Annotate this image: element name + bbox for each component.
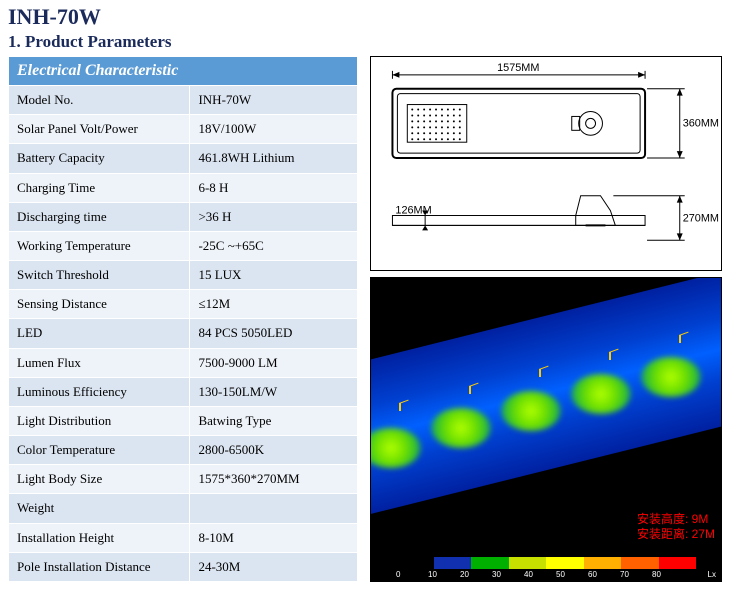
spec-value: 15 LUX [190,261,358,290]
spec-label: Luminous Efficiency [9,377,190,406]
spec-value: 18V/100W [190,115,358,144]
pole-marker-icon [399,403,401,411]
table-row: Sensing Distance≤12M [9,290,358,319]
spec-label: Model No. [9,86,190,115]
spec-value: 7500-9000 LM [190,348,358,377]
lux-tick: 50 [556,570,588,579]
light-blob [501,391,561,431]
lux-segment [509,557,547,569]
spec-value: ≤12M [190,290,358,319]
spec-value: 8-10M [190,523,358,552]
table-row: Discharging time>36 H [9,202,358,231]
spec-table-header: Electrical Characteristic [9,57,358,86]
lux-segment [471,557,509,569]
spec-value: 461.8WH Lithium [190,144,358,173]
mount-bracket-icon [576,196,616,226]
table-row: Luminous Efficiency130-150LM/W [9,377,358,406]
table-row: LED84 PCS 5050LED [9,319,358,348]
dim-length: 1575MM [497,62,539,74]
product-title: INH-70W [8,4,722,30]
spec-value: >36 H [190,202,358,231]
pole-marker-icon [469,386,471,394]
lux-segment [621,557,659,569]
table-row: Charging Time6-8 H [9,173,358,202]
table-row: Solar Panel Volt/Power18V/100W [9,115,358,144]
table-row: Lumen Flux7500-9000 LM [9,348,358,377]
spec-value: 84 PCS 5050LED [190,319,358,348]
light-blob [571,374,631,414]
table-row: Model No.INH-70W [9,86,358,115]
lux-segment [584,557,622,569]
spec-label: Lumen Flux [9,348,190,377]
lux-segment [659,557,697,569]
lux-tick: 60 [588,570,620,579]
spec-label: Pole Installation Distance [9,552,190,581]
dim-depth: 126MM [395,205,431,217]
lux-tick-labels: 01020304050607080Lx [396,570,716,579]
light-blob [431,408,491,448]
spec-value: -25C ~+65C [190,231,358,260]
lux-unit: Lx [684,570,716,579]
table-row: Color Temperature2800-6500K [9,436,358,465]
lux-tick: 40 [524,570,556,579]
photometry-diagram: 安装高度: 9M 安装距离: 27M 01020304050607080Lx [370,277,722,582]
spec-label: Working Temperature [9,231,190,260]
lux-tick: 10 [428,570,460,579]
table-row: Light DistributionBatwing Type [9,406,358,435]
lux-segment [396,557,434,569]
spec-label: Weight [9,494,190,523]
spec-label: Charging Time [9,173,190,202]
spec-value [190,494,358,523]
led-panel-icon [407,105,466,143]
table-row: Light Body Size1575*360*270MM [9,465,358,494]
table-row: Switch Threshold15 LUX [9,261,358,290]
spec-value: 1575*360*270MM [190,465,358,494]
section-heading: 1. Product Parameters [8,32,722,52]
install-distance-label: 安装距离: 27M [637,527,715,541]
spec-value: 130-150LM/W [190,377,358,406]
dim-height: 270MM [683,212,719,224]
spec-value: Batwing Type [190,406,358,435]
lux-tick: 30 [492,570,524,579]
table-row: Weight [9,494,358,523]
lux-tick: 0 [396,570,428,579]
spec-label: Light Body Size [9,465,190,494]
spec-label: Discharging time [9,202,190,231]
table-row: Battery Capacity461.8WH Lithium [9,144,358,173]
dimension-diagram: 1575MM [370,56,722,271]
lux-color-scale [396,557,696,569]
table-row: Pole Installation Distance24-30M [9,552,358,581]
spec-table: Electrical Characteristic Model No.INH-7… [8,56,358,582]
lux-tick: 70 [620,570,652,579]
lux-tick: 20 [460,570,492,579]
spec-label: Light Distribution [9,406,190,435]
light-blob [641,357,701,397]
spec-value: 6-8 H [190,173,358,202]
lux-segment [546,557,584,569]
pole-marker-icon [609,352,611,360]
spec-label: Installation Height [9,523,190,552]
pole-marker-icon [539,369,541,377]
spec-label: Color Temperature [9,436,190,465]
lux-segment [434,557,472,569]
spec-label: Sensing Distance [9,290,190,319]
spec-label: Solar Panel Volt/Power [9,115,190,144]
install-height-label: 安装高度: 9M [637,512,715,526]
spec-label: LED [9,319,190,348]
spec-value: INH-70W [190,86,358,115]
dim-width: 360MM [683,117,719,129]
spec-value: 2800-6500K [190,436,358,465]
table-row: Working Temperature-25C ~+65C [9,231,358,260]
pole-marker-icon [679,335,681,343]
table-row: Installation Height8-10M [9,523,358,552]
spec-label: Battery Capacity [9,144,190,173]
spec-label: Switch Threshold [9,261,190,290]
spec-value: 24-30M [190,552,358,581]
lux-tick: 80 [652,570,684,579]
